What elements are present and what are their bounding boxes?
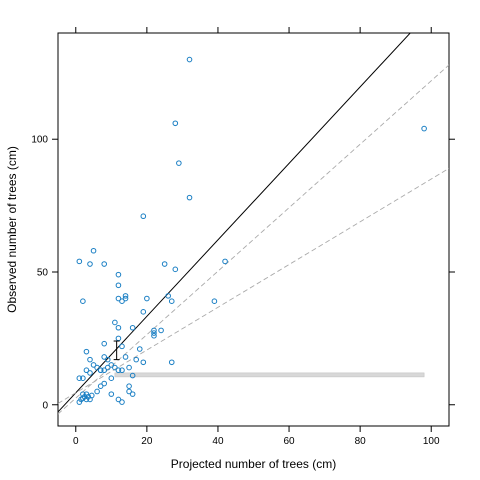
data-point — [108, 375, 115, 382]
reference-band — [114, 372, 425, 378]
data-point — [76, 258, 83, 265]
y-tick-label: 50 — [37, 267, 49, 278]
data-point — [122, 295, 129, 302]
data-point — [158, 327, 164, 334]
fit-line-1 — [58, 64, 449, 415]
data-point — [87, 370, 93, 376]
data-point — [140, 309, 147, 315]
data-point — [101, 354, 108, 360]
data-point — [119, 367, 125, 374]
data-point — [108, 362, 115, 368]
y-tick-label: 100 — [31, 135, 48, 146]
data-point — [80, 391, 86, 397]
x-tick-label: 80 — [355, 436, 367, 447]
data-point — [126, 364, 132, 371]
data-point — [115, 271, 122, 278]
data-point — [119, 343, 125, 350]
data-point — [90, 247, 97, 254]
data-point — [94, 364, 100, 371]
fit-line-0 — [58, 33, 411, 413]
data-point — [144, 295, 150, 302]
x-tick-label: 40 — [212, 436, 224, 447]
data-point — [151, 330, 157, 336]
data-point — [126, 383, 132, 389]
x-tick-label: 60 — [283, 436, 295, 447]
x-axis-title: Projected number of trees (cm) — [171, 457, 336, 471]
data-point — [176, 160, 182, 166]
data-point — [168, 359, 175, 366]
data-point — [87, 356, 93, 363]
data-point — [119, 399, 125, 405]
data-point — [104, 356, 111, 363]
data-point — [90, 362, 97, 368]
data-point — [222, 258, 228, 265]
data-point — [151, 332, 157, 339]
data-point — [115, 396, 122, 403]
fit-line-2 — [58, 167, 449, 404]
y-axis: 0 50 100 — [31, 135, 455, 411]
data-point — [421, 125, 427, 132]
data-point — [115, 282, 122, 289]
data-point — [168, 298, 175, 304]
data-point — [133, 356, 139, 363]
data-point — [101, 261, 108, 267]
data-point — [88, 392, 95, 399]
data-point — [101, 340, 108, 347]
data-point — [115, 367, 122, 374]
data-point — [112, 364, 118, 371]
data-point — [80, 298, 86, 304]
data-point — [108, 391, 115, 397]
data-point — [129, 391, 136, 397]
data-point — [83, 391, 90, 397]
data-point — [97, 367, 104, 374]
data-point — [112, 319, 118, 326]
x-tick-label: 0 — [73, 436, 79, 447]
y-axis-title: Observed number of trees (cm) — [5, 146, 19, 313]
data-point — [83, 348, 90, 355]
data-point — [186, 56, 193, 63]
data-point — [94, 388, 100, 395]
plot-area — [58, 33, 449, 415]
x-axis: 0 20 40 60 80 100 — [73, 27, 440, 447]
y-tick-label: 0 — [42, 400, 48, 411]
data-point — [97, 383, 104, 389]
plot-frame — [57, 32, 450, 427]
data-point — [172, 266, 179, 273]
data-point — [165, 293, 171, 299]
data-point — [211, 298, 218, 304]
data-point — [76, 375, 83, 382]
data-point — [140, 213, 147, 220]
data-point — [87, 261, 93, 267]
data-point — [115, 295, 122, 302]
data-point — [129, 372, 136, 379]
x-tick-label: 20 — [141, 436, 153, 447]
data-point — [129, 324, 136, 331]
data-point — [115, 335, 122, 342]
data-point — [161, 261, 168, 267]
data-point — [172, 120, 179, 127]
data-point — [83, 367, 90, 374]
data-point — [104, 364, 111, 371]
data-point — [115, 324, 122, 331]
data-point — [136, 346, 143, 352]
data-point — [119, 298, 125, 304]
data-point — [122, 354, 129, 360]
data-point — [140, 359, 147, 366]
data-point — [101, 367, 108, 374]
data-point — [186, 194, 193, 201]
data-point — [101, 380, 108, 387]
data-point — [151, 327, 157, 334]
x-tick-label: 100 — [423, 436, 440, 447]
data-point — [80, 375, 86, 382]
data-point — [122, 293, 129, 299]
data-point — [126, 388, 132, 395]
